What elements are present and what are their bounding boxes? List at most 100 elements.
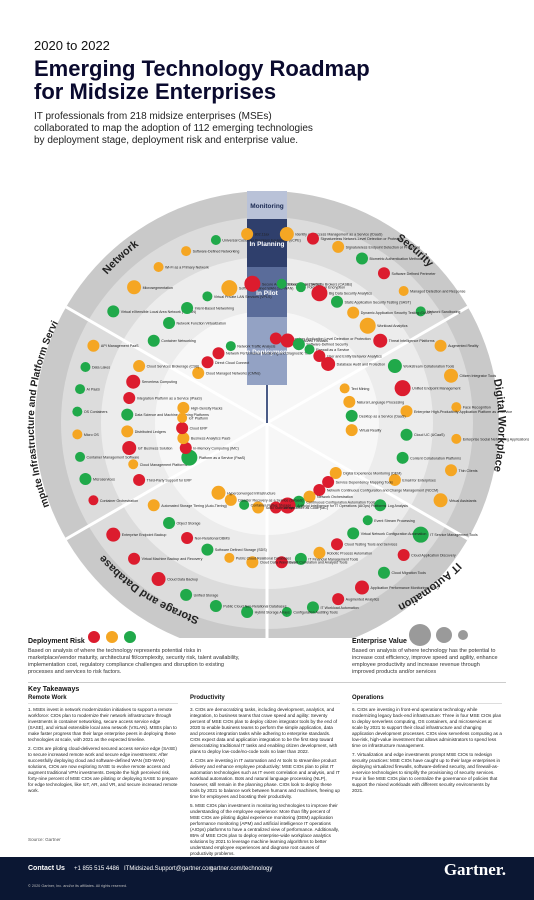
technology-dot xyxy=(202,291,213,302)
takeaway-item: 3. CIOs are democratizing tasks, includi… xyxy=(190,707,338,754)
technology-item: API Management PaaS xyxy=(87,339,139,352)
technology-dot xyxy=(75,384,86,395)
technology-item: Cloud Testing Tools and Services xyxy=(331,538,398,551)
technology-label: Container Management Software xyxy=(87,455,140,459)
technology-label: Workload Analytics xyxy=(377,324,407,328)
technology-label: Thin Clients xyxy=(459,469,478,473)
technology-dot xyxy=(279,227,294,242)
stage-in-deployment: In Deployment xyxy=(245,317,291,385)
technology-item: Virtual Private LAN Services (VPLS) xyxy=(202,291,272,302)
technology-dot xyxy=(153,261,164,272)
technology-item: Micro OS xyxy=(72,429,99,440)
technology-item: Public Cloud Non-Relational Databases xyxy=(209,600,287,613)
technology-item: Thin Clients xyxy=(445,464,478,477)
technology-item: Unified Storage xyxy=(180,588,218,601)
technology-label: Automated Storage Tiering (Auto-Tiering) xyxy=(161,504,227,508)
technology-item: Signatureless Network-Level Detection or… xyxy=(306,232,404,245)
technology-item: 802.11ax xyxy=(241,228,269,241)
key-takeaways-title: Key Takeaways xyxy=(28,686,80,693)
technology-dot xyxy=(415,306,426,317)
technology-label: Workstream Collaboration Tools xyxy=(403,365,454,369)
technology-dot xyxy=(306,232,319,245)
technology-dot xyxy=(377,566,390,579)
technology-label: Disaster Recovery as a Service (DRaaS) xyxy=(238,498,303,502)
page-title: Emerging Technology Roadmap for Midsize … xyxy=(34,57,504,103)
technology-item: Data Science and Machine Learning Platfo… xyxy=(121,408,209,421)
column-remote-work: Remote Work 1. MSEs invest in network mo… xyxy=(28,695,178,797)
technology-dot xyxy=(79,473,92,486)
email-link[interactable]: ITMidsized.Support@gartner.com xyxy=(124,866,214,872)
column-heading: Operations xyxy=(352,695,502,704)
risk-low-swatch xyxy=(124,631,136,643)
technology-label: Hybrid Storage Arrays xyxy=(255,610,290,614)
deployment-risk-swatches xyxy=(88,631,136,643)
website-link[interactable]: gartner.com/technology xyxy=(210,866,273,872)
technology-dot xyxy=(241,605,254,618)
technology-label: Software-Defined Security xyxy=(306,343,348,347)
technology-label: Cloud Managed Networks (CMNs) xyxy=(206,372,261,376)
value-medium-swatch xyxy=(436,627,452,643)
technology-label: Virtual Machine Backup and Recovery xyxy=(142,557,203,561)
technology-label: Enterprise Endpoint Backup xyxy=(122,533,167,537)
enterprise-value-swatches xyxy=(409,624,468,646)
technology-label: Face Recognition xyxy=(463,406,491,410)
technology-dot xyxy=(444,368,459,383)
technology-label: Managed Detection and Response xyxy=(410,290,465,294)
sector-divider xyxy=(266,305,469,425)
technology-label: Citizen Integrator Tools xyxy=(460,374,497,378)
technology-label: Data Lakes xyxy=(92,365,110,369)
svg-text:In Planning: In Planning xyxy=(249,241,284,248)
phone-link[interactable]: +1 855 515 4486 xyxy=(74,866,120,872)
technology-label: Static Application Security Testing (SAS… xyxy=(345,300,411,304)
technology-label: Cloud UC (UCaaS) xyxy=(414,433,445,437)
technology-dot xyxy=(313,350,326,363)
technology-dot xyxy=(329,466,342,479)
technology-item: Signatureless Application Level Detectio… xyxy=(269,332,371,345)
svg-text:In Deployment: In Deployment xyxy=(245,349,291,356)
takeaway-item: 1. MSEs invest in network modernization … xyxy=(28,707,177,742)
technology-dot xyxy=(345,424,358,437)
technology-item: Workload Analytics xyxy=(359,317,408,334)
technology-label: Artificial Intelligence for IT Operation… xyxy=(297,504,386,508)
technology-item: Desktop as a Service (DaaS) xyxy=(345,409,406,422)
sector-divider xyxy=(266,421,469,541)
technology-dot xyxy=(280,333,295,348)
technology-item: Continuous Configuration Automation Tool… xyxy=(292,495,375,508)
technology-dot xyxy=(133,360,146,373)
column-heading: Productivity xyxy=(190,695,340,704)
technology-item: Virtual Network Configuration Automation xyxy=(347,527,426,540)
technology-item: Serverless Computing xyxy=(126,374,177,389)
technology-item: Event Stream Processing xyxy=(362,515,415,526)
technology-item: Augmented Reality xyxy=(434,339,479,352)
technology-label: Email for Enterprises xyxy=(402,478,436,482)
technology-item: Event Correlation and Analysis Tools xyxy=(275,556,348,569)
technology-item: Non-Relational DBMS xyxy=(181,531,230,544)
technology-dot xyxy=(362,515,373,526)
technology-label: Direct Cloud Connect xyxy=(215,361,249,365)
technology-label: Enterprise High-Productivity Application… xyxy=(414,410,512,414)
technology-item: Automated Storage Tiering (Auto-Tiering) xyxy=(147,499,227,512)
technology-dot xyxy=(177,412,188,423)
technology-label: IoT Business Solution xyxy=(138,446,173,450)
technology-dot xyxy=(433,493,448,508)
technology-label: Business Analytics PaaS xyxy=(191,437,231,441)
roadmap-radar: Monitoring In Planning In Pilot In Deployme… xyxy=(0,158,529,638)
technology-label: Container-Native Storage xyxy=(251,503,292,507)
sector-divider xyxy=(65,305,268,425)
technology-label: Microsegmentation xyxy=(143,286,173,290)
sector-label-digital-workplace: Digital Workplace xyxy=(491,378,508,473)
technology-dot xyxy=(147,334,160,347)
technology-dot xyxy=(151,572,166,587)
technology-item: Cloud Services Brokerage (CSB) xyxy=(133,360,199,373)
technology-item: User and Entity Behavior Analytics xyxy=(313,350,382,363)
technology-item: Face Recognition xyxy=(451,402,491,413)
technology-dot xyxy=(201,356,214,369)
technology-label: Microservices xyxy=(93,478,115,482)
technology-label: Content Collaboration Platforms xyxy=(410,456,461,460)
technology-label: Third-Party Support for ERP xyxy=(147,478,193,482)
technology-item: Network Continuous Configuration and Cha… xyxy=(313,483,438,496)
technology-dot xyxy=(292,338,305,351)
technology-item: Container Networking xyxy=(147,334,196,347)
technology-label: Infrastructure as Code (IaC) xyxy=(283,506,328,510)
sector-divider xyxy=(65,421,268,541)
